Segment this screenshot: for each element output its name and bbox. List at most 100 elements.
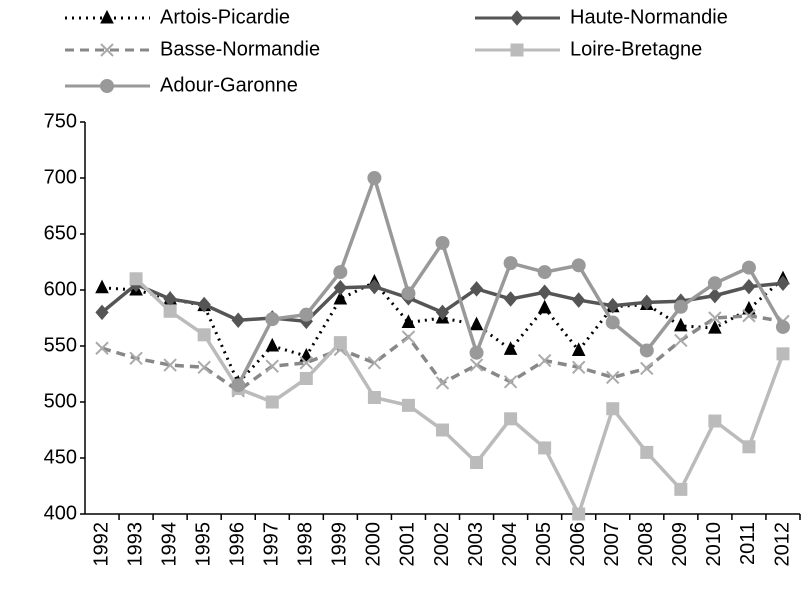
x-tick-label: 2004 [499,522,521,567]
marker [537,353,552,368]
y-tick-label: 450 [44,446,77,468]
marker [333,265,348,280]
marker [741,260,756,275]
marker [163,304,177,318]
x-tick-label: 2012 [771,522,793,567]
legend-label: Basse-Normandie [160,38,320,60]
y-tick-label: 750 [44,110,77,132]
x-tick-label: 2003 [465,522,487,567]
marker [401,330,416,344]
marker [129,272,143,286]
legend-label: Loire-Bretagne [570,38,702,60]
marker [510,43,524,57]
marker [639,343,654,358]
marker [435,304,450,321]
marker [197,296,211,313]
marker [265,359,279,373]
y-tick-label: 600 [44,278,77,300]
marker [469,316,484,331]
marker [100,9,114,24]
marker [197,360,211,374]
marker [640,361,654,376]
x-tick-label: 2002 [431,522,453,567]
marker [333,290,348,305]
marker [572,292,586,308]
marker [606,402,620,416]
x-tick-label: 1994 [158,522,180,567]
marker [707,276,722,291]
marker [401,398,415,412]
marker [469,358,484,372]
marker [640,445,654,459]
marker [571,258,586,273]
marker [367,171,382,185]
marker [367,391,381,405]
marker [129,351,143,366]
x-tick-label: 1993 [124,522,146,567]
marker [299,356,314,370]
marker [674,333,688,348]
marker [503,375,518,389]
marker [537,265,552,280]
x-tick-label: 1997 [261,522,283,567]
marker [640,294,654,311]
marker [571,342,586,356]
marker [605,315,620,330]
marker [742,278,756,295]
marker [401,286,416,301]
marker [265,395,279,409]
marker [708,311,722,325]
marker [100,79,114,93]
marker [674,317,688,332]
marker [606,370,620,385]
marker [538,441,552,455]
marker [299,307,314,322]
x-tick-label: 2009 [669,522,691,567]
marker [469,281,484,297]
x-tick-label: 2010 [703,522,725,567]
y-tick-label: 700 [44,166,77,188]
marker [503,291,518,307]
marker [537,284,552,301]
marker [333,336,347,350]
marker [708,319,722,334]
y-tick-label: 550 [44,334,77,356]
marker [231,312,245,329]
y-tick-label: 500 [44,390,77,412]
marker [606,297,620,314]
marker [265,312,280,327]
marker [776,347,790,361]
x-tick-label: 2011 [737,522,759,565]
marker [776,275,790,292]
marker [742,309,756,323]
marker [742,440,756,454]
x-tick-label: 1998 [295,522,317,567]
y-tick-label: 400 [44,502,77,524]
x-tick-label: 1992 [90,522,112,567]
marker [367,356,382,370]
marker [367,278,382,295]
marker [469,345,484,360]
marker [100,43,114,57]
x-tick-label: 1999 [329,522,351,567]
marker [572,507,586,521]
x-tick-label: 2008 [635,522,657,567]
marker [708,414,722,428]
marker [95,341,109,355]
marker [436,423,449,437]
x-tick-label: 2001 [397,522,419,567]
marker [510,10,524,26]
x-tick-label: 1996 [226,522,248,567]
marker [401,314,416,328]
marker [503,256,518,271]
marker [95,279,109,294]
legend-label: Haute-Normandie [570,6,728,28]
marker [333,279,348,296]
marker [673,299,688,314]
marker [504,412,518,426]
marker [571,360,586,374]
marker [231,378,246,393]
marker [435,376,450,390]
marker [299,371,313,385]
